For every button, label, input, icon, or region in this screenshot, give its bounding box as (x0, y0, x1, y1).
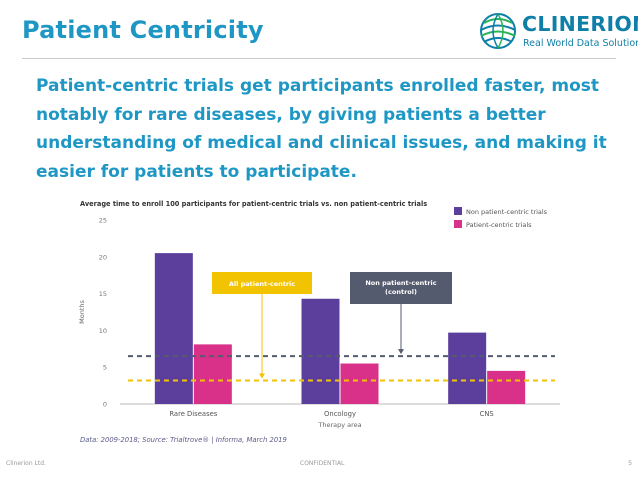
bar-patient-centric (193, 344, 232, 404)
legend-swatch (454, 207, 462, 215)
x-tick-label: CNS (480, 410, 494, 418)
y-tick-label: 25 (99, 217, 107, 225)
x-tick-label: Rare Diseases (169, 410, 217, 418)
chart-source: Data: 2009-2018; Source: Trialtrove® | I… (80, 436, 287, 444)
enrollment-bar-chart: Average time to enroll 100 participants … (78, 200, 560, 444)
slide-title: Patient Centricity (22, 16, 264, 44)
lead-paragraph: Patient-centric trials get participants … (36, 76, 607, 182)
x-tick-label: Oncology (324, 410, 356, 418)
non-patient-centric-callout-text: Non patient-centric (365, 279, 436, 287)
footer-company: Clinerion Ltd. (6, 460, 46, 467)
legend-swatch (454, 220, 462, 228)
y-tick-label: 15 (99, 290, 107, 298)
legend-label: Non patient-centric trials (466, 208, 548, 216)
footer-confidential: CONFIDENTIAL (300, 460, 345, 467)
non-patient-centric-arrow-head (398, 349, 404, 355)
bar-non-patient-centric (154, 253, 193, 404)
chart-title: Average time to enroll 100 participants … (80, 200, 427, 208)
y-tick-label: 10 (99, 327, 107, 335)
y-tick-label: 20 (99, 253, 107, 261)
bar-non-patient-centric (301, 298, 340, 404)
clinerion-logo: CLINERION Real World Data Solutions (478, 11, 638, 55)
patient-centric-arrow-head (259, 373, 265, 379)
bar-patient-centric (340, 363, 379, 404)
bar-patient-centric (487, 370, 526, 404)
patient-centric-callout (212, 272, 312, 294)
x-axis-label: Therapy area (317, 421, 361, 429)
non-patient-centric-callout-text: (control) (385, 288, 417, 296)
logo-tagline: Real World Data Solutions (523, 38, 638, 49)
chart-legend: Non patient-centric trials Patient-centri… (454, 207, 548, 229)
title-divider (22, 58, 616, 59)
patient-centric-callout-text: All patient-centric (229, 280, 295, 288)
legend-label: Patient-centric trials (466, 221, 532, 229)
y-tick-label: 0 (103, 401, 107, 409)
logo-name: CLINERION (522, 12, 638, 36)
page-number: 5 (628, 460, 632, 467)
y-tick-label: 5 (103, 364, 107, 372)
non-patient-centric-callout (350, 272, 452, 304)
y-axis-label: Months (78, 300, 86, 324)
bar-non-patient-centric (448, 332, 487, 404)
globe-icon (480, 13, 516, 49)
